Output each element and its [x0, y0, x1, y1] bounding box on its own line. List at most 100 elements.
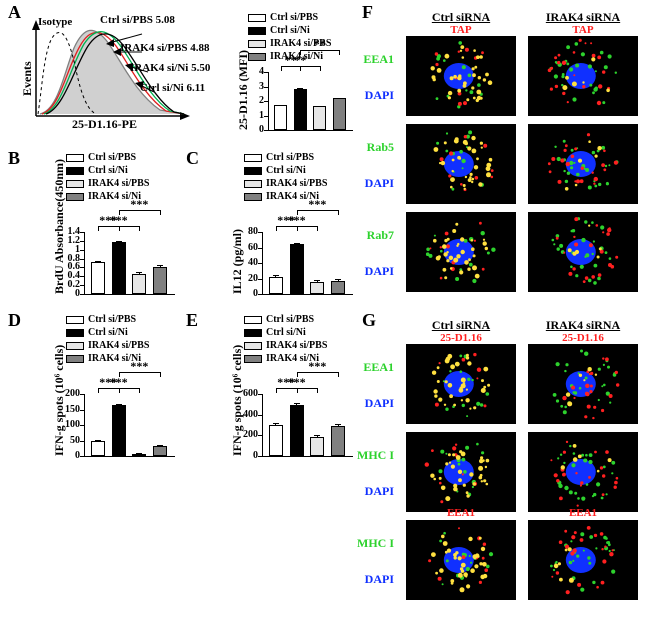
y-axis-label: BrdU Absorbance(450nm) — [52, 159, 67, 294]
y-axis-label: IFN-g spots (10⁶ cells) — [52, 345, 67, 456]
micro-row-dapi-label: DAPI — [354, 484, 394, 499]
bar — [112, 405, 126, 456]
error-cap — [95, 261, 101, 262]
y-tick-mark — [80, 425, 84, 426]
significance-bar-drop — [281, 66, 282, 71]
micro-image — [406, 36, 516, 116]
significance-bar-drop — [320, 66, 321, 71]
barchart-legend-d: Ctrl si/PBSCtrl si/NiIRAK4 si/PBSIRAK4 s… — [66, 314, 149, 366]
micro-image — [406, 212, 516, 292]
y-tick-mark — [258, 232, 262, 233]
legend-label: IRAK4 si/PBS — [266, 340, 327, 352]
bar — [331, 426, 345, 456]
micro-row-green-label: Rab5 — [354, 140, 394, 155]
y-tick-mark — [80, 267, 84, 268]
y-tick-mark — [258, 263, 262, 264]
significance-bar-drop — [338, 210, 339, 215]
legend-row: IRAK4 si/Ni — [248, 51, 331, 63]
legend-row: Ctrl si/Ni — [66, 165, 149, 177]
bar — [274, 105, 287, 130]
micro-channel-red-label: 25-D1.16 — [528, 332, 638, 344]
legend-row: Ctrl si/PBS — [66, 152, 149, 164]
legend-row: Ctrl si/Ni — [244, 327, 327, 339]
legend-swatch — [66, 355, 84, 363]
significance-bar-drop — [297, 372, 298, 377]
bar — [310, 282, 324, 294]
legend-label: Ctrl si/PBS — [88, 152, 136, 164]
legend-label: Ctrl si/PBS — [270, 12, 318, 24]
error-cap — [297, 88, 303, 89]
y-axis-label: IL12 (pg/ml) — [230, 229, 245, 294]
significance-bar-drop — [160, 210, 161, 215]
legend-swatch — [248, 14, 266, 22]
significance-bar-drop — [119, 372, 120, 377]
legend-row: IRAK4 si/PBS — [66, 178, 149, 190]
micro-image — [406, 344, 516, 424]
bar — [91, 441, 105, 456]
bar — [331, 281, 345, 294]
micro-image — [528, 36, 638, 116]
legend-swatch — [66, 329, 84, 337]
error-cap — [317, 106, 323, 107]
micro-image — [528, 344, 638, 424]
legend-label: IRAK4 si/Ni — [266, 191, 319, 203]
micro-row-red-override: EEA1 — [528, 507, 638, 519]
flow-cytometry-plot: Events 25-D1.16-PE Isotype Ctrl si/PBS 5… — [24, 18, 194, 128]
flow-x-label: 25-D1.16-PE — [72, 117, 137, 132]
legend-row: IRAK4 si/PBS — [244, 340, 327, 352]
micro-channel-red-label: TAP — [406, 24, 516, 36]
legend-row: IRAK4 si/Ni — [244, 191, 327, 203]
micro-column-header: IRAK4 siRNA — [528, 10, 638, 25]
panel-letter-d: D — [8, 310, 21, 331]
flow-y-label: Events — [20, 61, 35, 96]
legend-swatch — [66, 342, 84, 350]
legend-swatch — [248, 53, 266, 61]
y-tick-mark — [258, 248, 262, 249]
legend-row: Ctrl si/Ni — [66, 327, 149, 339]
bar — [313, 106, 326, 130]
error-cap — [157, 265, 163, 266]
bar — [290, 405, 304, 456]
y-tick-mark — [264, 101, 268, 102]
error-cap — [314, 280, 320, 281]
bar — [132, 454, 146, 456]
legend-label: IRAK4 si/Ni — [270, 51, 323, 63]
legend-row: Ctrl si/PBS — [248, 12, 331, 24]
legend-label: Ctrl si/Ni — [88, 327, 128, 339]
micro-column-header: Ctrl siRNA — [406, 10, 516, 25]
legend-label: Ctrl si/PBS — [266, 314, 314, 326]
bar — [310, 437, 324, 456]
y-tick-mark — [80, 394, 84, 395]
micro-row-red-override: EEA1 — [406, 507, 516, 519]
error-cap — [273, 423, 279, 424]
legend-label: Ctrl si/Ni — [266, 327, 306, 339]
micro-image — [406, 124, 516, 204]
micro-image — [528, 212, 638, 292]
legend-row: Ctrl si/PBS — [244, 152, 327, 164]
micro-row-green-label: MHC I — [354, 536, 394, 551]
flow-curve-label-4: Ctrl si/Ni 6.11 — [140, 82, 205, 94]
panel-letter-b: B — [8, 148, 20, 169]
significance-bar-drop — [339, 50, 340, 55]
legend-row: Ctrl si/PBS — [66, 314, 149, 326]
micro-image — [528, 520, 638, 600]
y-tick-mark — [258, 279, 262, 280]
flow-curve-label-1: Ctrl si/PBS 5.08 — [100, 14, 175, 26]
bar — [333, 98, 346, 130]
bar — [91, 262, 105, 294]
y-tick-mark — [80, 285, 84, 286]
micro-row-green-label: Rab7 — [354, 228, 394, 243]
legend-swatch — [244, 193, 262, 201]
micro-row-dapi-label: DAPI — [354, 88, 394, 103]
micro-column-header: Ctrl siRNA — [406, 318, 516, 333]
significance-stars: *** — [288, 213, 306, 228]
significance-bar-drop — [119, 210, 120, 215]
error-cap — [157, 445, 163, 446]
flow-curve-label-2: IRAK4 si/PBS 4.88 — [120, 42, 210, 54]
legend-label: Ctrl si/Ni — [88, 165, 128, 177]
y-tick-mark — [80, 259, 84, 260]
micro-row-green-label: EEA1 — [354, 52, 394, 67]
y-tick-mark — [264, 87, 268, 88]
bar — [132, 274, 146, 294]
legend-swatch — [244, 316, 262, 324]
